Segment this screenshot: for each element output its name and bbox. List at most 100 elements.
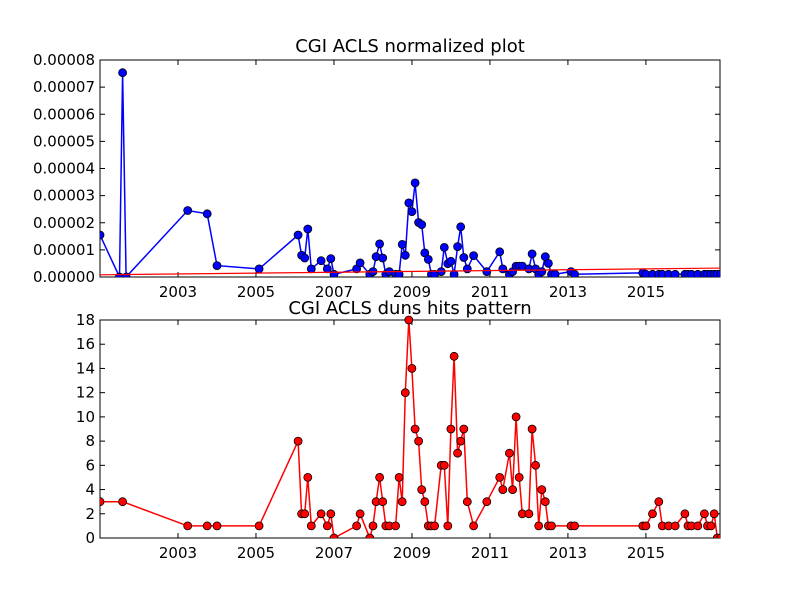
y-tick-label: 0.00002 [33,214,95,232]
data-point [670,521,680,531]
x-axis: 2003 2005 2007 2009 2011 2013 2015 [159,544,665,562]
data-point [482,497,492,507]
data-point [716,269,720,277]
data-point [420,497,430,507]
data-point [527,424,537,434]
data-point [459,253,469,262]
data-point [453,242,463,252]
trend-line [100,267,720,276]
data-point [453,448,463,458]
data-point [446,424,456,434]
x-tick-label: 2015 [627,283,665,301]
plot-frame [99,59,721,278]
data-point [303,472,313,482]
data-point [326,509,336,519]
x-tick-label: 2011 [471,283,509,301]
data-point [202,521,212,531]
data-point [355,258,365,268]
y-tick-label: 10 [76,408,95,426]
data-point [504,448,514,458]
data-point [183,206,193,215]
data-point [459,424,469,434]
data-point [716,533,720,538]
y-tick-label: 4 [85,481,95,499]
data-point [404,198,414,208]
x-tick-label: 2005 [237,283,275,301]
data-point [306,264,316,274]
data-point [293,230,303,240]
x-tick-label: 2009 [393,544,431,562]
chart-title: CGI ACLS duns hits pattern [288,298,531,319]
y-tick-label: 0.00005 [33,132,95,150]
x-tick-label: 2013 [549,283,587,301]
data-point [462,497,472,507]
data-point [537,485,547,495]
data-point [378,253,388,263]
data-point [456,222,466,232]
data-point [706,521,716,531]
data-point [709,509,719,519]
y-axis: 0.00000 0.00001 0.00002 0.00003 0.00004 0.000… [33,51,95,286]
x-axis: 2003 2005 2007 2009 2011 2013 2015 [159,283,665,301]
data-point [498,264,508,274]
data-point [498,485,508,495]
data-point [417,485,427,495]
data-point [100,230,105,240]
y-tick-label: 0 [85,529,95,547]
data-point [368,521,378,531]
data-point [118,68,127,78]
data-point [306,521,316,531]
data-point [641,521,651,531]
data-point [423,254,433,264]
y-tick-label: 0.00007 [33,78,95,96]
data-point [254,264,264,274]
data-point [400,250,410,260]
data-point [100,497,105,507]
series-layer [100,315,720,538]
data-point [508,485,517,495]
data-point [495,472,505,482]
data-point [524,509,534,519]
data-point [570,521,579,531]
y-tick-label: 12 [76,384,95,402]
data-point [397,239,407,249]
duns-hits-chart: CGI ACLS duns hits pattern 2003 2005 2007 2… [76,298,721,562]
y-tick-label: 2 [85,505,95,523]
y-tick-label: 16 [76,335,95,353]
x-tick-label: 2009 [393,283,431,301]
series-clipped [100,68,720,277]
data-point [254,521,264,531]
data-point [456,436,466,446]
data-point [570,269,579,277]
data-point [316,256,326,266]
data-point [544,258,553,268]
data-point [300,253,310,263]
data-point [322,521,332,531]
x-tick-label: 2003 [159,544,197,562]
data-point [443,521,453,531]
data-point [693,521,703,531]
data-point [375,472,385,482]
x-tick-label: 2007 [315,283,353,301]
x-tick-label: 2003 [159,283,197,301]
data-point [183,521,193,531]
data-point [322,264,332,274]
data-point [449,269,459,277]
data-point [326,254,336,264]
data-point [394,472,404,482]
data-point [537,267,547,277]
data-point [417,220,427,230]
data-point [212,261,222,271]
data-point [680,509,690,519]
data-point [375,239,385,249]
data-point [469,521,479,531]
data-point [540,497,550,507]
y-tick-label: 0.00003 [33,187,95,205]
y-tick-label: 0.00006 [33,105,95,123]
data-point [531,460,540,470]
y-tick-label: 0.00008 [33,51,95,69]
data-point [410,424,420,434]
data-point [547,521,556,531]
data-point [365,533,375,538]
data-point [495,247,505,257]
